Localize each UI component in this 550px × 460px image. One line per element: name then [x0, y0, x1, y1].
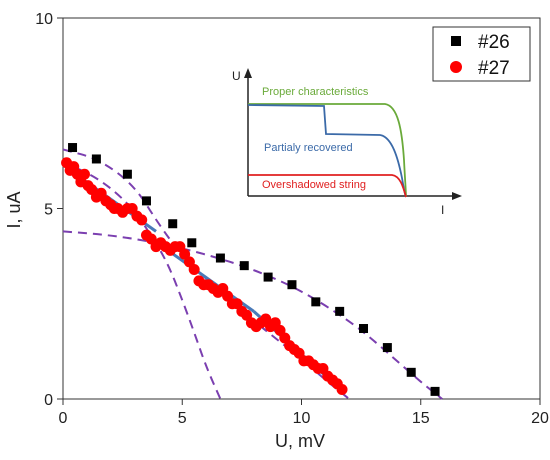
x-axis-title: U, mV: [275, 431, 325, 451]
inset-schematic: U I Proper characteristics Partialy reco…: [215, 58, 475, 217]
series-26-point-12: [359, 324, 369, 334]
series-26-point-10: [311, 297, 321, 307]
series-26-point-4: [168, 219, 178, 229]
axes: 0 5 10 15 20 0 5 10: [35, 11, 549, 427]
inset-label-overshadowed: Overshadowed string: [262, 179, 366, 191]
legend-marker-26: [451, 36, 461, 46]
y-axis-title: I, uA: [4, 191, 24, 228]
y-tick-label-5: 5: [44, 202, 53, 219]
series-27-point-5: [78, 168, 90, 180]
dashed-curve-2: [62, 230, 443, 400]
dashed-curve-1: [62, 161, 222, 400]
inset-x-label: I: [441, 203, 444, 217]
series-26-point-9: [287, 280, 297, 290]
series-27-point-60: [336, 383, 348, 395]
x-tick-label-5: 5: [178, 410, 187, 427]
series-26-point-15: [430, 386, 440, 396]
x-tick-label-0: 0: [59, 410, 68, 427]
y-tick-label-10: 10: [35, 11, 53, 28]
series-26-point-0: [68, 143, 78, 153]
inset-y-label: U: [232, 69, 241, 83]
data-points: [61, 143, 440, 396]
legend-box: [432, 26, 531, 82]
legend-label-27: #27: [478, 58, 510, 79]
series-26-point-2: [122, 169, 132, 179]
series-26-point-1: [91, 154, 101, 164]
inset-label-proper: Proper characteristics: [262, 86, 369, 98]
x-tick-label-20: 20: [531, 410, 549, 427]
series-26-point-13: [382, 343, 392, 353]
series-26-point-14: [406, 367, 416, 377]
series-26-point-7: [239, 261, 249, 271]
series-27-point-29: [188, 263, 200, 275]
series-26-point-5: [187, 238, 197, 248]
series-26-point-11: [335, 306, 345, 316]
inset-label-partial: Partialy recovered: [264, 142, 353, 154]
inset-y-arrow: [244, 68, 252, 78]
series-27-point-18: [136, 214, 148, 226]
inset-proper-curve: [248, 103, 407, 198]
legend-marker-27: [450, 61, 462, 73]
legend-label-26: #26: [478, 32, 510, 53]
x-tick-label-15: 15: [412, 410, 430, 427]
legend: #26 #27: [432, 26, 531, 82]
x-tick-label-10: 10: [293, 410, 311, 427]
inset-overshadowed-curve: [248, 174, 407, 198]
series-26-point-3: [141, 196, 151, 206]
series-26-point-8: [263, 272, 273, 282]
series-26-point-6: [215, 253, 225, 263]
y-tick-label-0: 0: [44, 392, 53, 409]
inset-x-arrow: [452, 192, 462, 200]
